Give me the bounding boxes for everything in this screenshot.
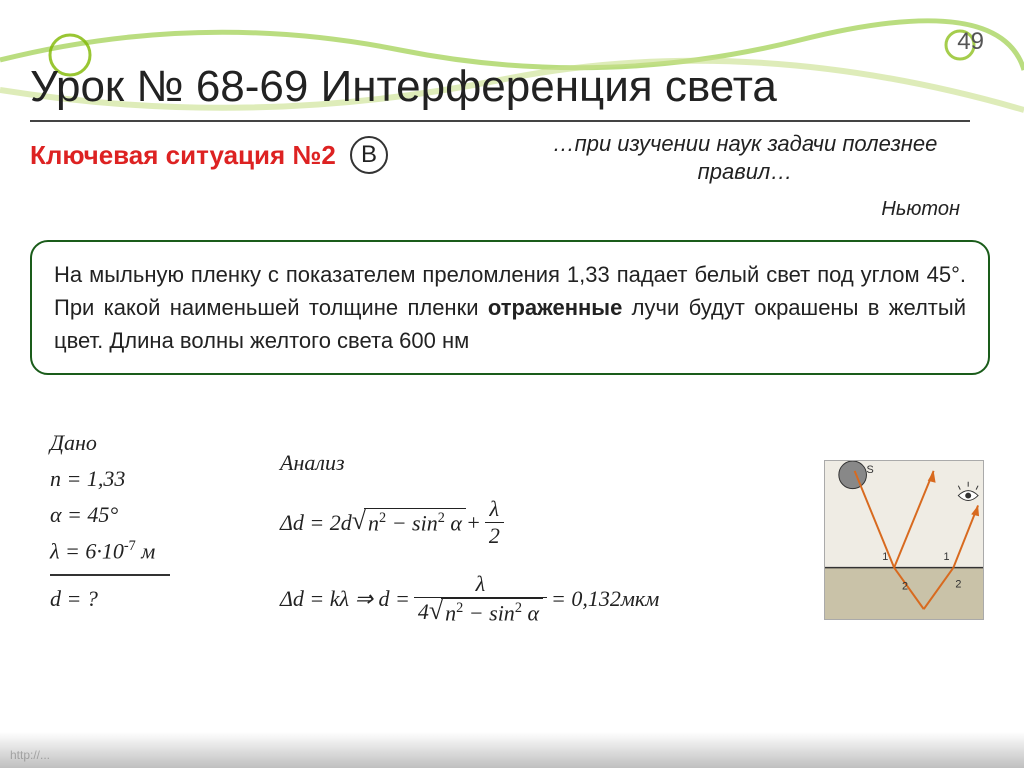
eq2-mid: − sin xyxy=(463,600,515,625)
eq2-n: n xyxy=(445,600,456,625)
title-underline xyxy=(30,120,970,122)
analysis-block: Анализ Δd = 2d √ n2 − sin2 α + λ 2 Δd = … xyxy=(280,450,659,648)
svg-text:2: 2 xyxy=(902,580,908,592)
svg-text:1: 1 xyxy=(944,551,950,563)
variant-badge: В xyxy=(350,136,388,174)
given-lambda: λ = 6·10-7 м xyxy=(50,538,170,564)
ray-diagram: S 1 2 1 2 xyxy=(824,460,984,620)
given-find: d = ? xyxy=(50,586,170,612)
eq2-sqrt: √ n2 − sin2 α xyxy=(429,598,543,626)
watermark: http://... xyxy=(10,748,50,762)
eq1-tail: α xyxy=(445,511,462,536)
analysis-label: Анализ xyxy=(280,450,659,476)
key-situation-label: Ключевая ситуация №2 xyxy=(30,140,336,171)
given-alpha: α = 45° xyxy=(50,502,170,528)
given-lambda-unit: м xyxy=(136,538,156,563)
svg-text:2: 2 xyxy=(955,578,961,590)
eq1-plus: + xyxy=(466,510,481,536)
problem-text-bold: отраженные xyxy=(488,295,622,320)
given-block: Дано n = 1,33 α = 45° λ = 6·10-7 м d = ? xyxy=(50,430,170,622)
eq2-frac-den: 4 √ n2 − sin2 α xyxy=(414,597,547,626)
eq1-mid: − sin xyxy=(386,511,438,536)
equation-2: Δd = kλ ⇒ d = λ 4 √ n2 − sin2 α = 0,132м… xyxy=(280,571,659,626)
given-n: n = 1,33 xyxy=(50,466,170,492)
eq2-frac-num: λ xyxy=(472,571,490,597)
given-separator xyxy=(50,574,170,576)
lesson-title: Урок № 68-69 Интерференция света xyxy=(30,62,777,112)
given-lambda-exp: -7 xyxy=(124,538,136,554)
footer-shadow xyxy=(0,732,1024,768)
equation-1: Δd = 2d √ n2 − sin2 α + λ 2 xyxy=(280,496,659,549)
eq2-den-pre: 4 xyxy=(418,599,429,624)
problem-statement-box: На мыльную пленку с показателем преломле… xyxy=(30,240,990,375)
eq2-lhs: Δd = kλ ⇒ d = xyxy=(280,586,410,612)
given-label: Дано xyxy=(50,430,170,456)
svg-text:1: 1 xyxy=(882,551,888,563)
eq1-frac-den: 2 xyxy=(485,522,504,549)
eq1-frac-num: λ xyxy=(486,496,504,522)
eq1-lhs: Δd = 2d xyxy=(280,510,352,536)
eq1-frac: λ 2 xyxy=(485,496,504,549)
eq1-sqrt: √ n2 − sin2 α xyxy=(352,508,466,536)
eq1-n: n xyxy=(368,511,379,536)
epigraph-quote: …при изучении наук задачи полезнее прави… xyxy=(530,130,960,185)
eq2-result: = 0,132мкм xyxy=(551,586,659,612)
slide-number: 49 xyxy=(957,28,984,56)
epigraph-author: Ньютон xyxy=(530,198,960,221)
eq2-tail: α xyxy=(522,600,539,625)
given-lambda-pre: λ = 6·10 xyxy=(50,538,124,563)
eq1-sin-exp: 2 xyxy=(438,510,445,526)
eq2-sin-exp: 2 xyxy=(515,600,522,616)
eq2-frac: λ 4 √ n2 − sin2 α xyxy=(414,571,547,626)
svg-text:S: S xyxy=(866,464,873,476)
